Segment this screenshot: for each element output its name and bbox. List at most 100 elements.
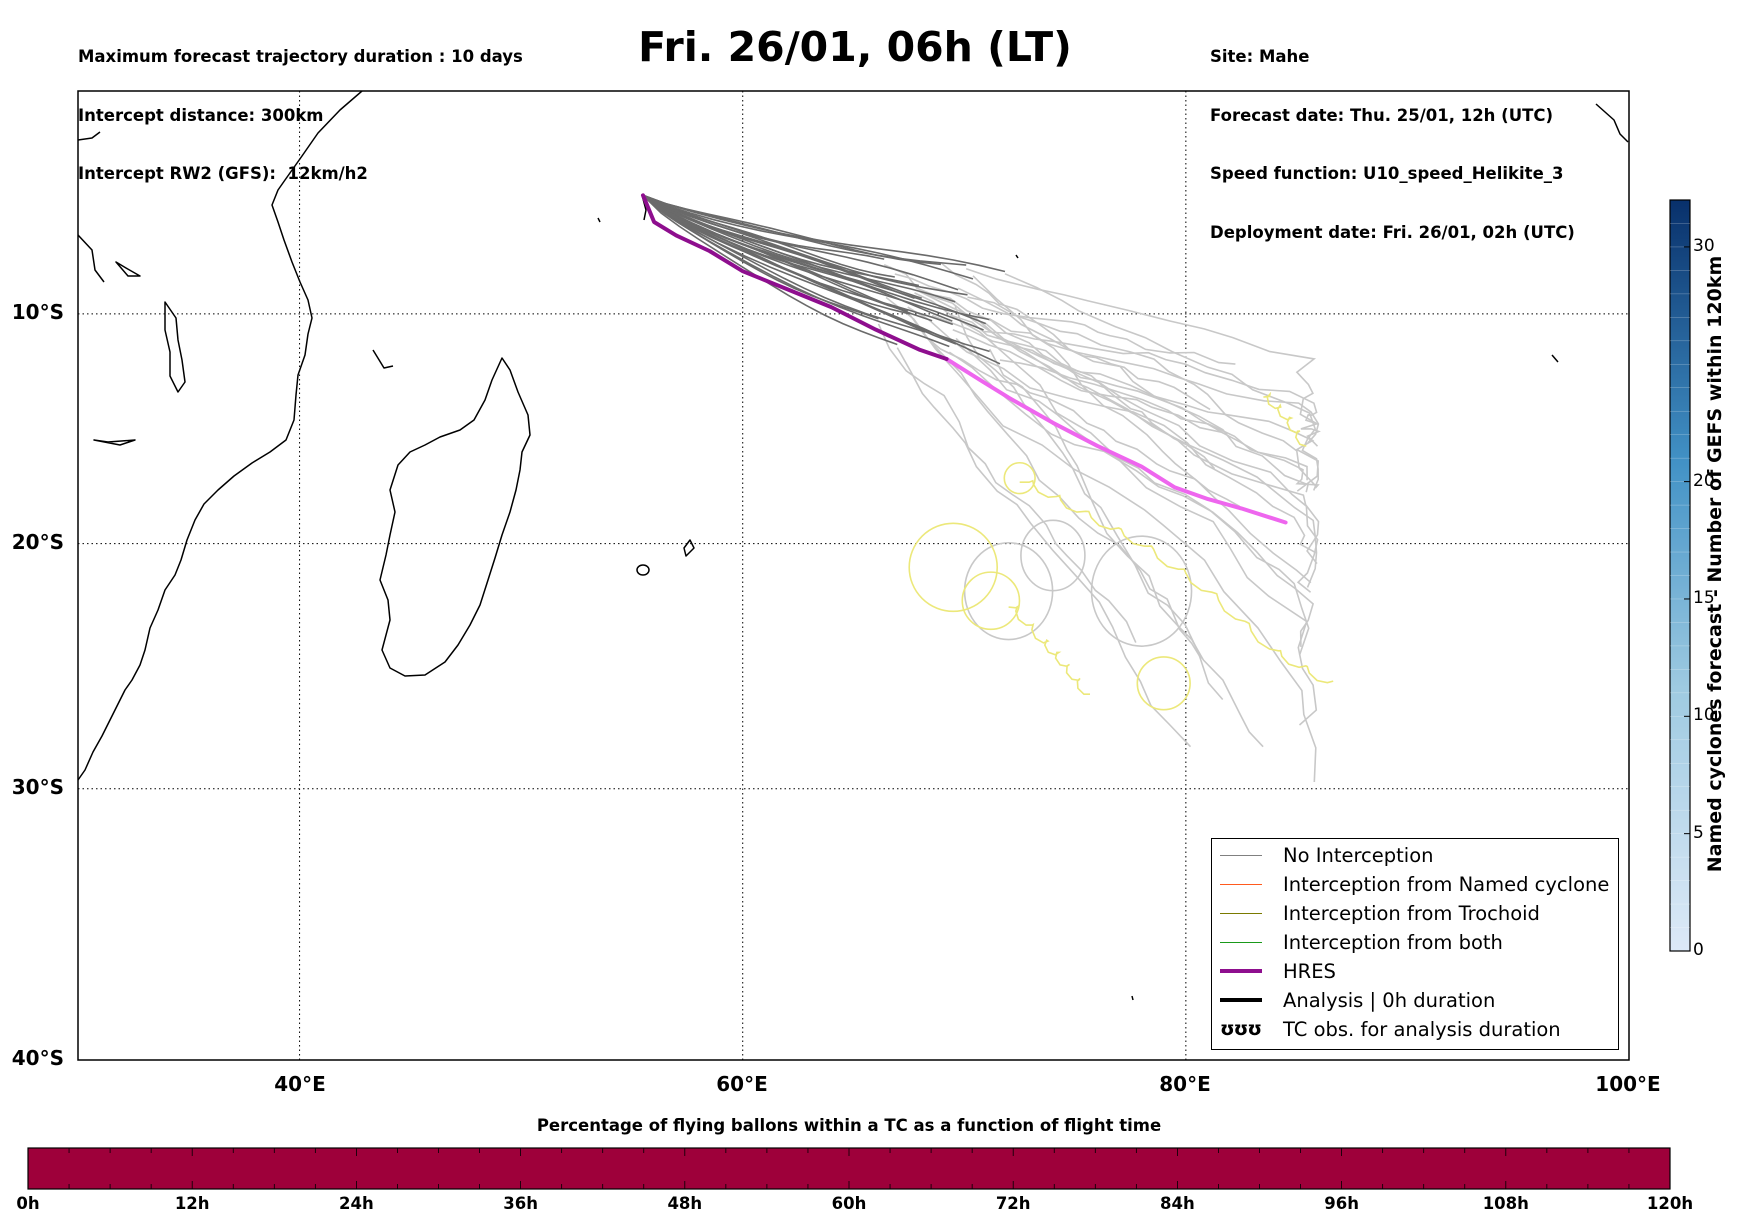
- colorbar-tick-label: 15: [1693, 587, 1715, 608]
- ensemble-track-early: [642, 194, 984, 331]
- timebar-tick-label: 36h: [503, 1194, 538, 1213]
- timebar-tick-label: 120h: [1646, 1194, 1694, 1213]
- ensemble-track-late: [983, 330, 1318, 424]
- timebar-tick-label: 48h: [667, 1194, 703, 1213]
- legend-item: Interception from Named cyclone: [1220, 872, 1609, 896]
- header-info-left: Maximum forecast trajectory duration : 1…: [78, 8, 523, 203]
- colorbar-tick-label: 0: [1693, 940, 1704, 960]
- ensemble-track-early: [642, 194, 959, 291]
- lon-label-100e: 100°E: [1595, 1072, 1661, 1096]
- timebar-tick-label: 72h: [995, 1194, 1031, 1213]
- timebar-title: Percentage of flying ballons within a TC…: [536, 1116, 1162, 1135]
- ensemble-track-late: [951, 315, 1318, 726]
- legend-swatch: [1220, 941, 1262, 943]
- ensemble-track-late: [967, 296, 1317, 487]
- legend-item: No Interception: [1220, 843, 1434, 867]
- timebar-tick-label: 60h: [831, 1194, 867, 1213]
- ensemble-track-late: [1004, 273, 1320, 491]
- timebar-tick-label: 24h: [339, 1194, 374, 1213]
- ensemble-track-late: [965, 268, 1320, 444]
- ensemble-track-late: [907, 306, 1317, 554]
- legend-item: ʊʊʊ TC obs. for analysis duration: [1220, 1017, 1561, 1041]
- lat-label-10s: 10°S: [11, 300, 64, 324]
- ensemble-track-early: [642, 194, 990, 353]
- ensemble-track-loop: [1090, 535, 1193, 647]
- colorbar-tick-label: 10: [1693, 705, 1715, 726]
- ensemble-track-early: [642, 194, 974, 280]
- ensemble-track-loop: [963, 541, 1054, 641]
- ensemble-track-late: [954, 306, 1224, 701]
- legend-label: Interception from Trochoid: [1283, 901, 1540, 925]
- colorbar-tick-label: 30: [1693, 235, 1715, 256]
- trochoid-loop: [1003, 461, 1036, 495]
- legend-swatch: [1220, 883, 1262, 885]
- header-info-right: Site: Mahe Forecast date: Thu. 25/01, 12…: [1210, 8, 1575, 262]
- colorbar-tick-label: 20: [1693, 470, 1715, 491]
- header-line-forecast-date: Forecast date: Thu. 25/01, 12h (UTC): [1210, 105, 1554, 125]
- ensemble-track-late: [885, 296, 1317, 783]
- legend-label: No Interception: [1283, 843, 1434, 867]
- trochoid-loop: [961, 571, 1021, 631]
- hres-track-late: [944, 357, 1288, 525]
- legend-label: Analysis | 0h duration: [1283, 988, 1496, 1012]
- ensemble-track-early: [642, 194, 990, 321]
- trochoid-track: [1019, 479, 1334, 684]
- ensemble-track-late: [957, 287, 1309, 493]
- timebar-tick-label: 108h: [1482, 1194, 1529, 1213]
- header-line-deployment-date: Deployment date: Fri. 26/01, 02h (UTC): [1210, 222, 1575, 242]
- ensemble-trajectories-late: [877, 262, 1321, 783]
- map-legend: No Interception Interception from Named c…: [1211, 838, 1619, 1050]
- timebar-tick-label: 84h: [1160, 1194, 1195, 1213]
- legend-swatch: [1220, 998, 1262, 1002]
- header-line-intercept-rw2: Intercept RW2 (GFS): 12km/h2: [78, 164, 368, 183]
- timebar-tick-label: 96h: [1324, 1194, 1359, 1213]
- ensemble-trajectories-early: [642, 194, 1006, 365]
- ensemble-track-late: [988, 318, 1321, 447]
- header-line-site: Site: Mahe: [1210, 47, 1310, 66]
- legend-item: Interception from Trochoid: [1220, 901, 1540, 925]
- ensemble-track-early: [642, 194, 950, 348]
- ensemble-track-late: [877, 323, 1137, 643]
- colorbar-title: Named cyclones forecast - Number of GEFS…: [1704, 255, 1726, 873]
- lon-label-40e: 40°E: [274, 1072, 326, 1096]
- header-line-speed-function: Speed function: U10_speed_Helikite_3: [1210, 164, 1564, 183]
- lon-label-80e: 80°E: [1159, 1072, 1211, 1096]
- lat-label-20s: 20°S: [11, 530, 64, 554]
- timebar-tick-label: 0h: [16, 1194, 40, 1213]
- legend-label: Interception from Named cyclone: [1283, 872, 1610, 896]
- ensemble-track-loop: [1020, 519, 1086, 592]
- lat-label-30s: 30°S: [11, 775, 64, 799]
- hres-track-early: [641, 193, 949, 361]
- legend-label: TC obs. for analysis duration: [1283, 1017, 1561, 1041]
- ensemble-track-late: [999, 359, 1320, 489]
- header-line-duration: Maximum forecast trajectory duration : 1…: [78, 47, 523, 66]
- legend-swatch: [1220, 854, 1262, 856]
- legend-swatch: [1220, 969, 1262, 973]
- colorbar-tick-label: 5: [1693, 822, 1704, 843]
- legend-item: Analysis | 0h duration: [1220, 988, 1495, 1012]
- trochoid-loop: [1136, 656, 1191, 711]
- legend-label: Interception from both: [1283, 930, 1503, 954]
- ensemble-track-early: [642, 194, 1006, 273]
- tc-percentage-timebar: [27, 1147, 1671, 1190]
- map-frame: [77, 90, 1630, 1061]
- trochoid-track: [1008, 605, 1090, 695]
- map-gridlines: [78, 91, 1629, 1060]
- trochoid-tc-tracks: [908, 391, 1334, 711]
- ensemble-track-late: [924, 335, 1241, 508]
- trochoid-track: [1263, 391, 1307, 447]
- ensemble-track-early: [642, 194, 941, 266]
- legend-swatch: [1220, 912, 1262, 914]
- legend-label: HRES: [1283, 959, 1336, 983]
- legend-item: HRES: [1220, 959, 1336, 983]
- header-line-intercept-distance: Intercept distance: 300km: [78, 105, 324, 125]
- lon-label-60e: 60°E: [716, 1072, 768, 1096]
- ensemble-track-late: [896, 347, 1192, 748]
- ensemble-track-late: [988, 348, 1264, 748]
- hres-trajectory: [641, 193, 1288, 525]
- coastlines: [78, 91, 1629, 1001]
- timebar-tick-label: 12h: [174, 1194, 210, 1213]
- cyclone-colorbar: [1669, 199, 1691, 952]
- ensemble-track-late: [931, 314, 1320, 492]
